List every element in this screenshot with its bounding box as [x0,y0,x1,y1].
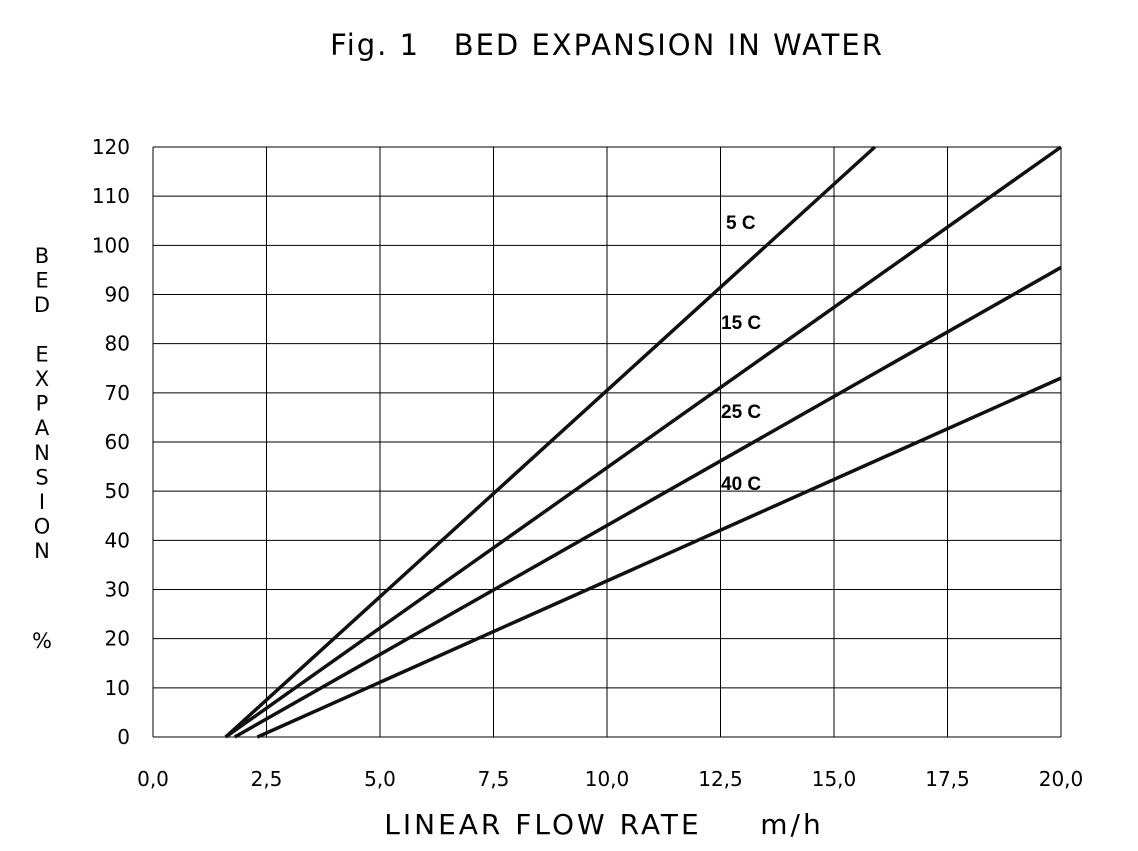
x-tick-label: 5,0 [364,767,396,791]
y-tick-label: 10 [105,676,130,700]
x-tick-label: 20,0 [1039,767,1084,791]
chart-title: Fig. 1 BED EXPANSION IN WATER [330,28,884,62]
x-tick-label: 10,0 [585,767,630,791]
y-axis-label-letter: P [36,392,49,416]
series-line [256,376,1062,739]
x-tick-label: 7,5 [478,767,510,791]
x-tick-label: 0,0 [137,767,169,791]
y-tick-label: 70 [105,381,130,405]
y-axis-label-letter: E [35,269,48,293]
series-label: 5 C [726,213,756,234]
x-tick-label: 2,5 [251,767,283,791]
x-axis-unit: m/h [760,808,823,841]
series-label: 40 C [721,474,761,495]
series-line [233,265,1062,739]
y-tick-label: 30 [105,578,130,602]
y-axis-label-letter: A [35,416,50,440]
y-tick-label: 40 [105,528,130,552]
y-tick-label: 60 [105,430,130,454]
x-tick-label: 12,5 [698,767,743,791]
y-axis-label-letter: B [35,244,49,268]
series-label: 15 C [721,313,761,334]
y-tick-label: 110 [92,184,130,208]
y-axis-label-letter: N [34,441,50,465]
y-tick-label: 50 [105,479,130,503]
y-axis-label-letter: E [35,342,48,366]
series-line [224,145,877,739]
y-axis-label-letter: S [35,465,48,489]
y-tick-label: 20 [105,627,130,651]
y-axis-unit: % [32,629,52,653]
y-tick-label: 120 [92,135,130,159]
y-axis-label-letter: D [34,293,50,317]
y-tick-label: 80 [105,332,130,356]
y-tick-labels: 0 10 20 30 40 50 60 70 80 90 100 110 120 [92,135,130,749]
grid [152,146,1062,738]
series-label: 25 C [721,402,761,423]
x-tick-label: 17,5 [925,767,970,791]
y-axis-label-letter: I [39,490,45,514]
series-line [224,145,1063,739]
x-tick-labels: 0,0 2,5 5,0 7,5 10,0 12,5 15,0 17,5 20,0 [137,767,1083,791]
y-axis-label-letter: O [34,515,51,539]
y-tick-label: 90 [105,283,130,307]
y-tick-label: 100 [92,233,130,257]
y-axis-label-letter: X [35,367,49,391]
x-axis-label: LINEAR FLOW RATE [384,808,701,841]
series-labels: 5 C 15 C 25 C 40 C [721,213,761,495]
x-tick-label: 15,0 [812,767,857,791]
y-axis-label-letter: N [34,539,50,563]
series-lines [224,145,1063,739]
y-tick-label: 0 [117,725,130,749]
